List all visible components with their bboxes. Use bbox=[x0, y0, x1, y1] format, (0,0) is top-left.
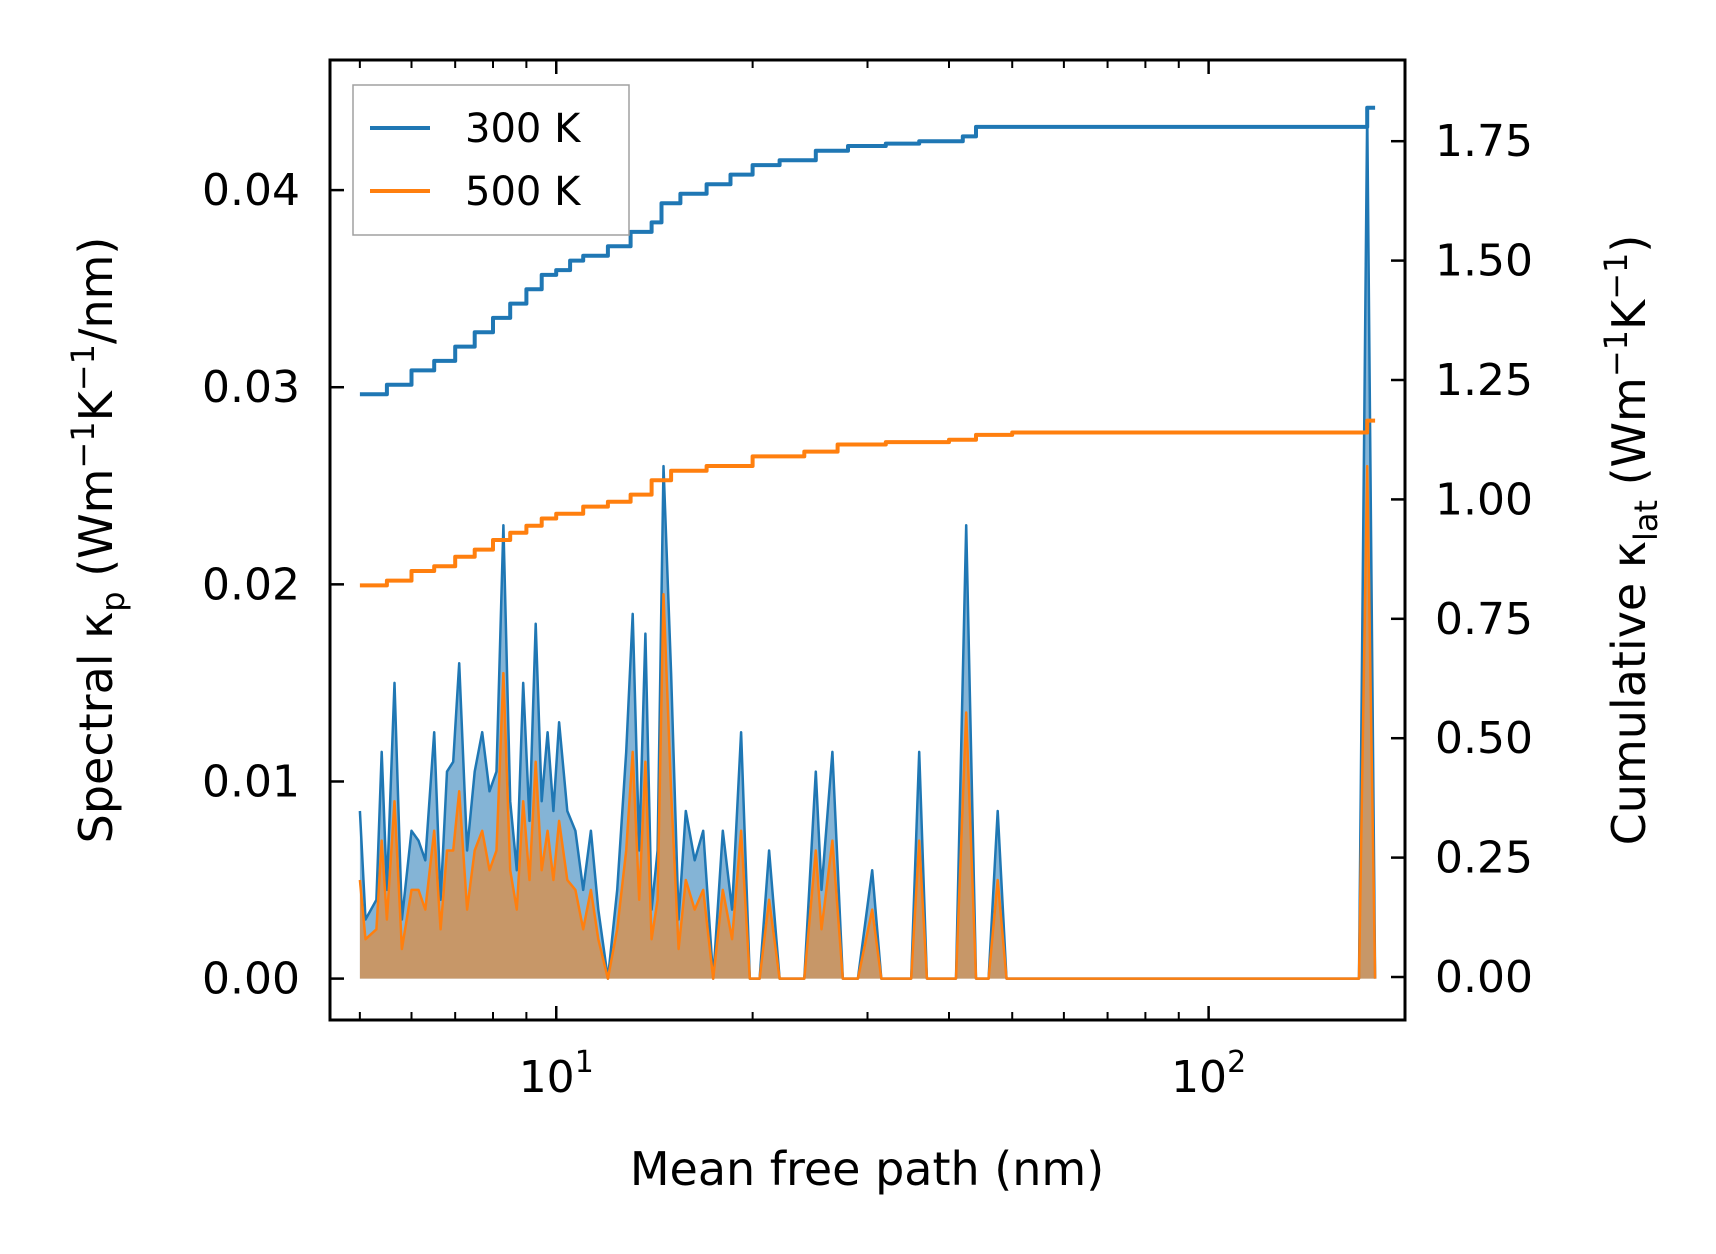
x-tick-label: 101 bbox=[519, 1045, 594, 1103]
y-right-tick-label: 0.75 bbox=[1435, 594, 1533, 645]
y-left-axis-label: Spectral κp (Wm−1K−1/nm) bbox=[64, 237, 132, 844]
legend-box bbox=[352, 84, 630, 236]
legend: 300 K 500 K bbox=[352, 84, 630, 236]
y-left-tick-label: 0.01 bbox=[202, 756, 300, 807]
y-left-tick-label: 0.03 bbox=[202, 362, 300, 413]
y-right-tick-label: 1.25 bbox=[1435, 355, 1533, 406]
axes: 0.00 0.01 0.02 0.03 0.04 0.00 0.25 0.50 0.75 1.00… bbox=[202, 60, 1533, 1103]
spectral-area-500k bbox=[359, 466, 1376, 979]
y-right-tick-label: 0.25 bbox=[1435, 833, 1533, 884]
y-right-tick-label: 1.50 bbox=[1435, 236, 1533, 287]
x-tick-label: 102 bbox=[1171, 1045, 1246, 1103]
plot-area bbox=[358, 105, 1377, 980]
cumulative-line-500k bbox=[359, 418, 1376, 588]
legend-label-300k: 300 K bbox=[465, 106, 582, 152]
y-left-tick-label: 0.02 bbox=[202, 559, 300, 610]
y-right-tick-label: 1.75 bbox=[1435, 116, 1533, 167]
legend-label-500k: 500 K bbox=[465, 169, 582, 215]
x-axis-label: Mean free path (nm) bbox=[630, 1142, 1104, 1196]
y-left-tick-label: 0.00 bbox=[202, 954, 300, 1005]
cumulative-line-300k bbox=[359, 105, 1376, 397]
y-left-tick-label: 0.04 bbox=[202, 165, 300, 216]
y-right-tick-label: 0.00 bbox=[1435, 952, 1533, 1003]
y-right-axis-label: Cumulative κlat (Wm−1K−1) bbox=[1597, 235, 1665, 846]
spectral-line-500k bbox=[358, 464, 1377, 980]
y-right-tick-label: 0.50 bbox=[1435, 713, 1533, 764]
y-right-tick-label: 1.00 bbox=[1435, 474, 1533, 525]
